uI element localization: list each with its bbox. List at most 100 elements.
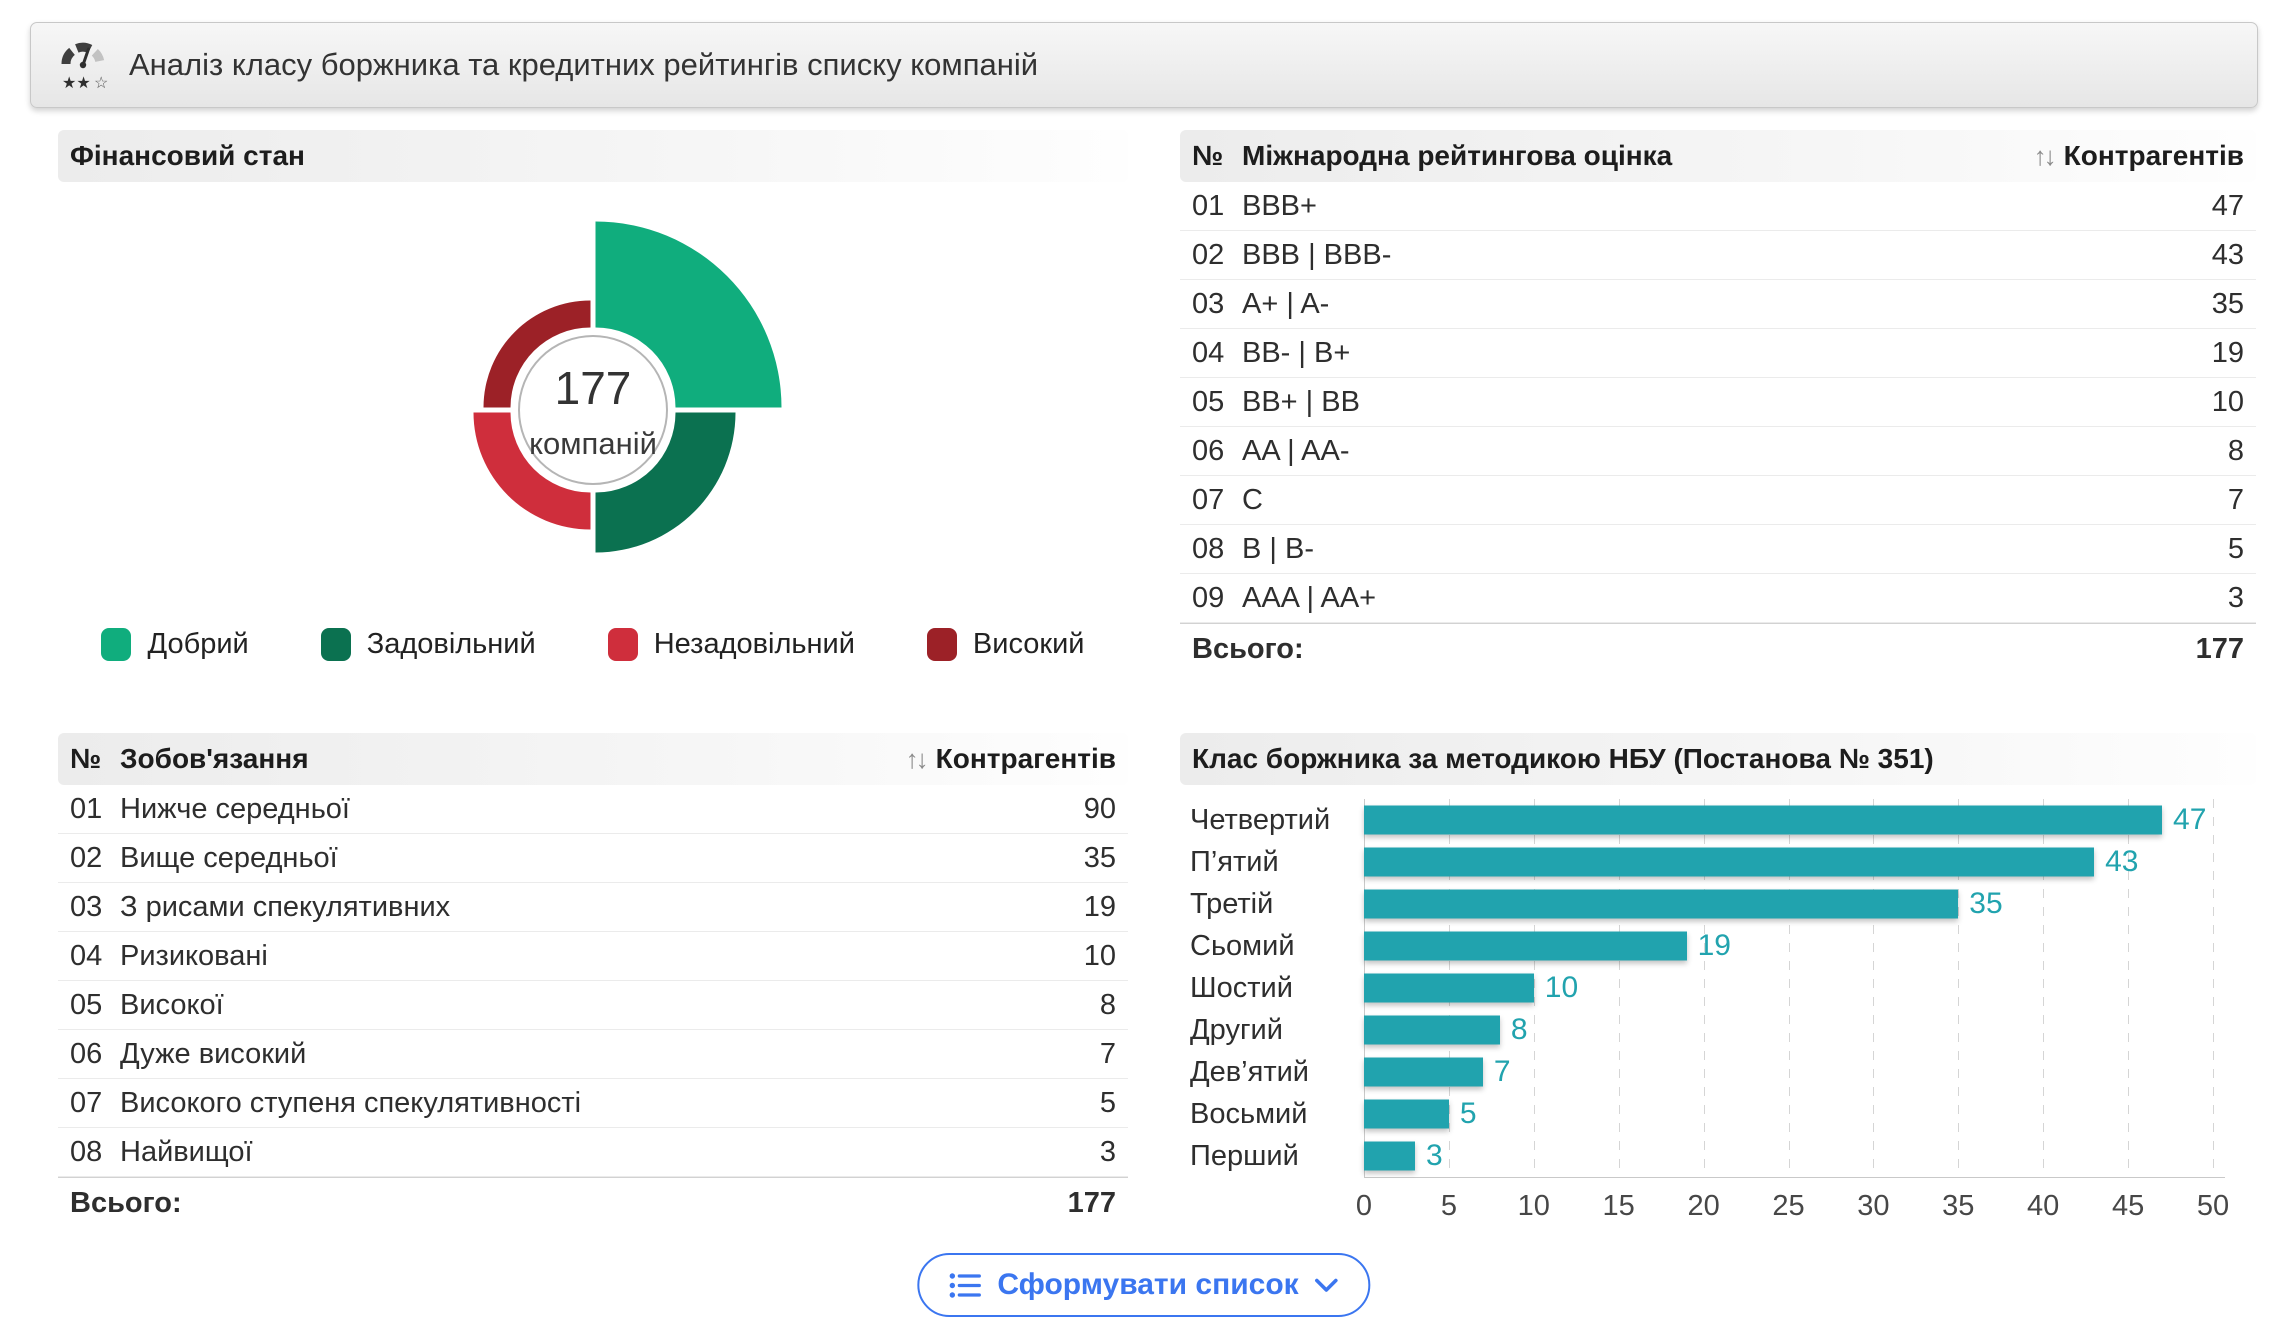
- gridline: [1703, 799, 1705, 1177]
- panel-international-rating: № Міжнародна рейтингова оцінка ↑↓ Контра…: [1180, 130, 2256, 675]
- rating-col-count[interactable]: ↑↓ Контрагентів: [2034, 140, 2244, 172]
- row-count: 19: [1083, 890, 1116, 923]
- rating-table-body: 01 BBB+ 47 02 BBB | BBB- 43 03 A+ | A- 35 04 BB- |…: [1180, 182, 2256, 623]
- row-count: 90: [1083, 792, 1116, 825]
- row-label: Високої: [120, 988, 224, 1021]
- row-label: BBB | BBB-: [1242, 238, 1392, 271]
- gridline: [2043, 799, 2045, 1177]
- bar-value-label: 19: [1697, 929, 1731, 962]
- x-axis-tick-label: 20: [1687, 1190, 1720, 1222]
- row-number: 04: [1192, 336, 1225, 369]
- legend-item: Високий: [926, 627, 1085, 661]
- donut-center: [518, 335, 668, 485]
- bar: [1364, 847, 2095, 877]
- x-axis-tick-label: 35: [1942, 1190, 1975, 1222]
- bar-category-label: Сьомий: [1190, 929, 1295, 962]
- bar-category-label: Шостий: [1190, 971, 1293, 1004]
- bar-track: 43: [1364, 841, 2213, 883]
- page-header: ★★ ☆ Аналіз класу боржника та кредитних …: [30, 22, 2258, 108]
- bar: [1364, 1015, 1500, 1045]
- rating-count-label: Контрагентів: [2063, 140, 2244, 171]
- legend-swatch: [607, 627, 638, 661]
- row-count: 43: [2211, 238, 2244, 271]
- obligations-col-count[interactable]: ↑↓ Контрагентів: [906, 743, 1116, 775]
- row-label: BB+ | BB: [1242, 385, 1360, 418]
- obligations-col-number: №: [70, 743, 102, 774]
- bar-value-label: 35: [1969, 887, 2003, 920]
- legend-label: Високий: [972, 627, 1085, 660]
- rating-col-title: Міжнародна рейтингова оцінка: [1242, 140, 1673, 171]
- table-row: 05 BB+ | BB 10: [1180, 378, 2256, 427]
- row-number: 03: [1192, 287, 1225, 320]
- bar-track: 10: [1364, 967, 2213, 1009]
- x-axis-tick-label: 15: [1602, 1190, 1635, 1222]
- row-label: Вище середньої: [120, 841, 338, 874]
- row-number: 02: [70, 841, 103, 874]
- legend-swatch: [320, 627, 351, 661]
- table-row: 04 Ризиковані 10: [58, 932, 1128, 981]
- x-axis-tick-label: 5: [1440, 1190, 1457, 1222]
- row-count: 35: [1083, 841, 1116, 874]
- bar-track: 35: [1364, 883, 2213, 925]
- row-label: A+ | A-: [1242, 287, 1330, 320]
- gridline: [2213, 799, 2214, 1177]
- row-number: 06: [70, 1037, 103, 1070]
- row-number: 01: [1192, 189, 1225, 222]
- bar-track: 8: [1364, 1009, 2213, 1051]
- svg-text:☆: ☆: [94, 75, 108, 91]
- sort-arrows-icon[interactable]: ↑↓: [2033, 140, 2057, 171]
- bar-track: 47: [1364, 799, 2213, 841]
- bar-value-label: 7: [1493, 1055, 1511, 1088]
- debtor-class-title: Клас боржника за методикою НБУ (Постанов…: [1180, 733, 2256, 785]
- row-label: AA | AA-: [1242, 434, 1350, 467]
- donut-segment: [595, 412, 736, 553]
- rating-total-row: Всього: 177: [1180, 623, 2256, 675]
- row-number: 08: [1192, 532, 1225, 565]
- row-label: Ризиковані: [120, 939, 268, 972]
- bar-value-label: 3: [1425, 1139, 1443, 1172]
- dashboard-grid: Фінансовий стан 177 компаній Добрий Задові…: [58, 130, 2256, 1229]
- table-row: 03 A+ | A- 35: [1180, 280, 2256, 329]
- row-label: Нижче середньої: [120, 792, 350, 825]
- bar-category-label: Четвертий: [1190, 803, 1331, 836]
- sort-arrows-icon[interactable]: ↑↓: [905, 743, 929, 774]
- legend-swatch: [926, 627, 957, 661]
- row-label: B | B-: [1242, 532, 1314, 565]
- row-label: BBB+: [1242, 189, 1317, 222]
- x-axis-tick-label: 45: [2111, 1190, 2145, 1222]
- generate-list-label: Сформувати список: [997, 1268, 1299, 1301]
- bar: [1364, 931, 1687, 961]
- obligations-count-label: Контрагентів: [935, 743, 1116, 774]
- bar-category-label: Перший: [1190, 1139, 1299, 1172]
- table-row: 02 BBB | BBB- 43: [1180, 231, 2256, 280]
- bar-category-label: Третій: [1190, 887, 1274, 920]
- donut-segment: [595, 221, 782, 408]
- bar: [1364, 1141, 1415, 1171]
- gridline: [2128, 799, 2130, 1177]
- table-row: 07 C 7: [1180, 476, 2256, 525]
- bar-row: Третій 35: [1180, 883, 2256, 925]
- bar-row: Четвертий 47: [1180, 799, 2256, 841]
- legend-label: Добрий: [147, 627, 249, 660]
- x-axis-tick-label: 40: [2027, 1190, 2060, 1222]
- list-icon: [949, 1272, 981, 1298]
- row-count: 5: [2227, 532, 2244, 565]
- bar-value-label: 10: [1544, 971, 1579, 1004]
- generate-list-button[interactable]: Сформувати список: [917, 1253, 1371, 1317]
- table-row: 06 AA | AA- 8: [1180, 427, 2256, 476]
- row-number: 04: [70, 939, 103, 972]
- row-count: 7: [1099, 1037, 1116, 1070]
- legend-label: Незадовільний: [653, 627, 855, 660]
- bar-category-label: Восьмий: [1190, 1097, 1308, 1130]
- table-row: 05 Високої 8: [58, 981, 1128, 1030]
- bar: [1364, 805, 2163, 835]
- obligations-table-body: 01 Нижче середньої 90 02 Вище середньої 35 03 З…: [58, 785, 1128, 1177]
- gridline: [1618, 799, 1620, 1177]
- table-row: 07 Високого ступеня спекулятивності 5: [58, 1079, 1128, 1128]
- row-count: 5: [1099, 1086, 1116, 1119]
- row-count: 8: [2227, 434, 2244, 467]
- legend-swatch: [101, 627, 132, 661]
- gridline: [1873, 799, 1875, 1177]
- row-label: BB- | B+: [1242, 336, 1351, 369]
- x-axis-tick-label: 25: [1772, 1190, 1805, 1222]
